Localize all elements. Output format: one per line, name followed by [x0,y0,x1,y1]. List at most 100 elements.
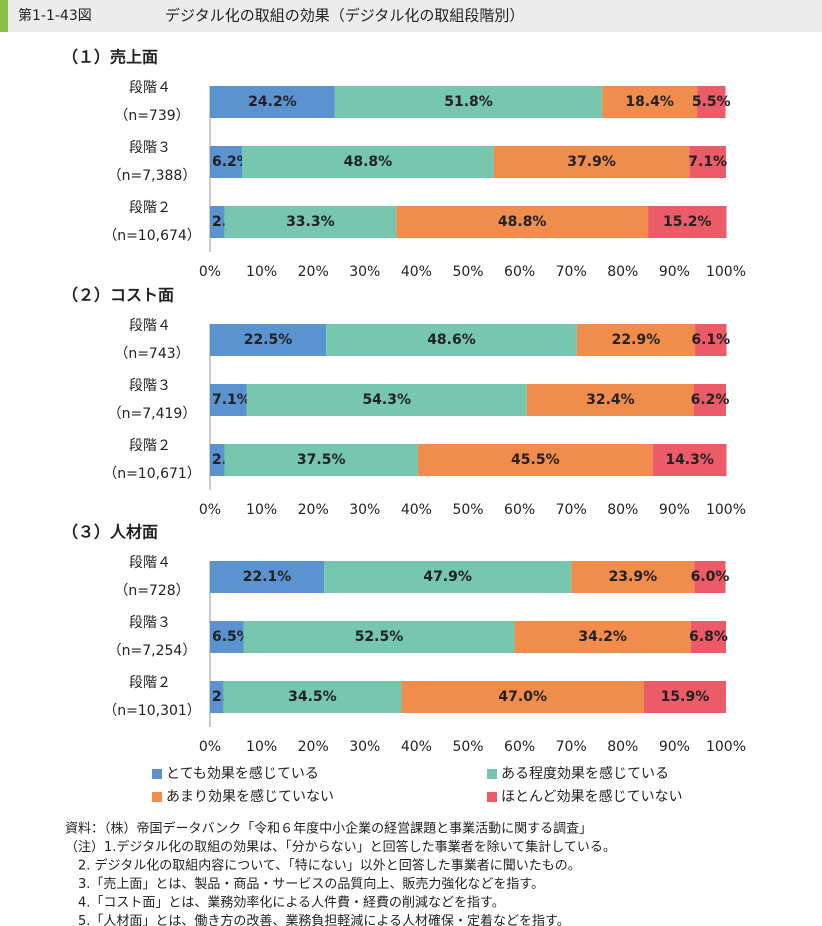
sample-size-label: （n=10,674） [103,228,201,244]
value-label: 6.2% [691,392,730,408]
category-label: 段階２ [129,200,171,216]
category-label: 段階３ [129,140,171,156]
bar-segment [224,444,418,476]
bar-segment [210,384,247,416]
bar-segment [401,681,644,713]
value-label: 37.9% [567,154,616,170]
value-label: 33.3% [286,214,335,230]
value-label: 22.9% [612,332,661,348]
bar-segment [571,561,695,593]
x-tick-label: 70% [556,502,587,518]
bar-segment [224,206,397,238]
sample-size-label: （n=7,388） [108,168,197,184]
x-tick-label: 20% [298,739,329,755]
x-tick-label: 10% [246,739,277,755]
panel-title: （３）人材面 [62,523,158,542]
x-tick-label: 0% [199,502,221,518]
bar-segment [576,324,696,356]
x-tick-label: 80% [607,739,638,755]
bar-segment [697,86,726,118]
bar-segment [241,146,494,178]
bar-segment [243,621,515,653]
bar-segment [324,561,572,593]
x-tick-label: 0% [199,264,221,280]
category-label: 段階２ [129,675,171,691]
x-tick-label: 40% [401,502,432,518]
x-tick-label: 100% [706,264,746,280]
bar-segment [526,384,695,416]
value-label: 6.8% [689,629,728,645]
bar-segment [648,206,727,238]
bar-segment [417,444,653,476]
x-tick-label: 90% [659,264,690,280]
sample-size-label: （n=728） [114,583,189,599]
x-tick-label: 30% [349,502,380,518]
bar-segment [396,206,649,238]
value-label: 18.4% [625,94,674,110]
legend-swatch [487,769,497,779]
header-bar [0,0,822,32]
value-label: 48.8% [344,154,393,170]
panel-title: （１）売上面 [62,48,158,67]
x-tick-label: 70% [556,739,587,755]
value-label: 52.5% [355,629,404,645]
category-label: 段階４ [129,80,171,96]
bar-segment [690,621,726,653]
category-label: 段階２ [129,438,171,454]
legend-label: ほとんど効果を感じていない [501,788,683,805]
x-tick-label: 60% [504,502,535,518]
x-tick-label: 100% [706,739,746,755]
value-label: 54.3% [362,392,411,408]
x-tick-label: 90% [659,739,690,755]
x-tick-label: 100% [706,502,746,518]
value-label: 5.5% [692,94,731,110]
legend-label: ある程度効果を感じている [501,765,669,782]
value-label: 48.6% [427,332,476,348]
bar-segment [210,444,225,476]
bar-segment [652,444,727,476]
bar-segment [643,681,726,713]
value-label: 15.2% [663,214,712,230]
value-label: 7.1% [212,392,251,408]
x-tick-label: 30% [349,264,380,280]
x-tick-label: 10% [246,502,277,518]
value-label: 15.9% [661,689,710,705]
x-tick-label: 50% [452,739,483,755]
x-tick-label: 80% [607,264,638,280]
value-label: 6.0% [691,569,730,585]
figure-title: デジタル化の取組の効果（デジタル化の取組段階別） [165,7,524,25]
x-tick-label: 80% [607,502,638,518]
category-label: 段階４ [129,318,171,334]
sample-size-label: （n=10,301） [103,703,201,719]
figure-number: 第1-1-43図 [18,7,92,24]
x-tick-label: 50% [452,264,483,280]
value-label: 34.2% [578,629,627,645]
bar-segment [210,86,335,118]
bar-segment [689,146,726,178]
note: 3.「売上面」とは、製品・商品・サービスの品質向上、販売力強化などを指す。 [78,876,544,892]
value-label: 6.1% [691,332,730,348]
x-tick-label: 50% [452,502,483,518]
value-label: 23.9% [609,569,658,585]
legend-swatch [152,769,162,779]
sample-size-label: （n=739） [114,108,189,124]
value-label: 22.1% [243,569,292,585]
value-label: 22.5% [244,332,293,348]
bar-segment [210,146,242,178]
sample-size-label: （n=743） [114,346,189,362]
value-label: 48.8% [498,214,547,230]
category-label: 段階４ [129,555,171,571]
legend-swatch [152,792,162,802]
note: （注）1.デジタル化の取組の効果は、「分からない」と回答した事業者を除いて集計し… [65,839,616,855]
x-tick-label: 60% [504,739,535,755]
sample-size-label: （n=10,671） [103,466,201,482]
value-label: 6.2% [212,154,251,170]
bar-segment [694,384,726,416]
category-label: 段階３ [129,615,171,631]
value-label: 32.4% [586,392,635,408]
x-tick-label: 30% [349,739,380,755]
category-label: 段階３ [129,378,171,394]
value-label: 24.2% [248,94,297,110]
